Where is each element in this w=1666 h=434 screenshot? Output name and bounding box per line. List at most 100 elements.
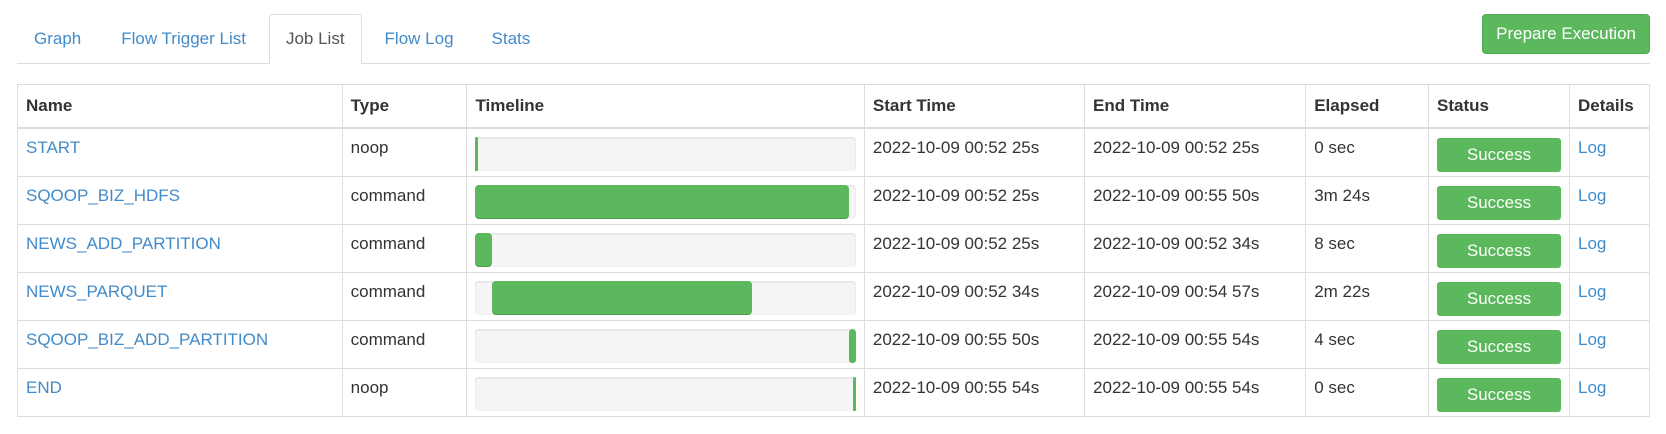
log-link[interactable]: Log (1578, 185, 1607, 205)
log-link[interactable]: Log (1578, 138, 1607, 157)
job-type: command (341, 319, 468, 369)
job-rows: START noop 2022-10-09 00:52 25s 2022-10-… (17, 127, 1650, 417)
end-time: 2022-10-09 00:55 50s (1084, 175, 1307, 225)
elapsed: 4 sec (1305, 319, 1429, 369)
tab-flow-log[interactable]: Flow Log (384, 29, 454, 48)
timeline-cell (466, 127, 865, 177)
job-name-link[interactable]: START (26, 138, 81, 157)
details-cell: Log (1569, 367, 1650, 417)
start-time: 2022-10-09 00:52 25s (863, 223, 1086, 273)
timeline-track (475, 232, 856, 267)
start-time: 2022-10-09 00:52 25s (863, 127, 1086, 177)
job-name-link[interactable]: NEWS_ADD_PARTITION (26, 233, 221, 253)
timeline-bar (475, 137, 479, 171)
job-type: noop (341, 367, 468, 417)
timeline-bar (475, 232, 492, 267)
status-badge: Success (1437, 329, 1561, 364)
elapsed: 3m 24s (1305, 175, 1429, 225)
end-time: 2022-10-09 00:54 57s (1084, 271, 1307, 321)
timeline-bar (491, 280, 753, 315)
job-type: command (341, 271, 468, 321)
end-time: 2022-10-09 00:55 54s (1084, 319, 1307, 369)
header-start-time[interactable]: Start Time (863, 84, 1086, 129)
job-type: noop (341, 127, 468, 177)
tab-graph[interactable]: Graph (34, 29, 82, 48)
status-cell: Success (1428, 271, 1570, 321)
timeline-bar (475, 184, 849, 219)
header-timeline[interactable]: Timeline (466, 84, 865, 129)
timeline-cell (466, 367, 865, 417)
status-badge: Success (1437, 233, 1561, 268)
timeline-track (475, 376, 856, 411)
status-cell: Success (1428, 319, 1570, 369)
header-type[interactable]: Type (341, 84, 468, 129)
log-link[interactable]: Log (1578, 233, 1607, 253)
table-row: SQOOP_BIZ_ADD_PARTITION command 2022-10-… (17, 319, 1650, 369)
timeline-cell (466, 175, 865, 225)
elapsed: 2m 22s (1305, 271, 1429, 321)
elapsed: 0 sec (1305, 367, 1429, 417)
header-status[interactable]: Status (1428, 84, 1570, 129)
details-cell: Log (1569, 175, 1650, 225)
start-time: 2022-10-09 00:55 50s (863, 319, 1086, 369)
end-time: 2022-10-09 00:55 54s (1084, 367, 1307, 417)
tab-job-list[interactable]: Job List (268, 14, 362, 65)
table-row: NEWS_PARQUET command 2022-10-09 00:52 34… (17, 271, 1650, 321)
status-cell: Success (1428, 175, 1570, 225)
job-type: command (341, 175, 468, 225)
timeline-track (475, 280, 856, 315)
job-name-cell: END (17, 367, 343, 417)
start-time: 2022-10-09 00:52 25s (863, 175, 1086, 225)
start-time: 2022-10-09 00:52 34s (863, 271, 1086, 321)
table-row: START noop 2022-10-09 00:52 25s 2022-10-… (17, 127, 1650, 177)
status-cell: Success (1428, 367, 1570, 417)
job-name-link[interactable]: NEWS_PARQUET (26, 281, 168, 301)
header-end-time[interactable]: End Time (1084, 84, 1307, 129)
timeline-track (475, 184, 856, 219)
table-row: END noop 2022-10-09 00:55 54s 2022-10-09… (17, 367, 1650, 417)
timeline-bar (848, 328, 856, 363)
job-name-link[interactable]: END (26, 377, 62, 397)
timeline-track (475, 328, 856, 363)
table-row: NEWS_ADD_PARTITION command 2022-10-09 00… (17, 223, 1650, 273)
log-link[interactable]: Log (1578, 329, 1607, 349)
elapsed: 8 sec (1305, 223, 1429, 273)
header-elapsed[interactable]: Elapsed (1305, 84, 1429, 129)
status-badge: Success (1437, 281, 1561, 316)
job-type: command (341, 223, 468, 273)
status-cell: Success (1428, 127, 1570, 177)
job-name-link[interactable]: SQOOP_BIZ_ADD_PARTITION (26, 329, 269, 349)
header-details[interactable]: Details (1569, 84, 1650, 129)
job-name-cell: NEWS_PARQUET (17, 271, 343, 321)
tab-flow-trigger-list[interactable]: Flow Trigger List (121, 29, 246, 48)
details-cell: Log (1569, 271, 1650, 321)
details-cell: Log (1569, 223, 1650, 273)
job-name-link[interactable]: SQOOP_BIZ_HDFS (26, 185, 180, 205)
elapsed: 0 sec (1305, 127, 1429, 177)
timeline-cell (466, 223, 865, 273)
job-name-cell: SQOOP_BIZ_ADD_PARTITION (17, 319, 343, 369)
end-time: 2022-10-09 00:52 25s (1084, 127, 1307, 177)
header-name[interactable]: Name (17, 84, 343, 129)
header-row: Name Type Timeline Start Time End Time Elapse… (17, 84, 1650, 129)
start-time: 2022-10-09 00:55 54s (863, 367, 1086, 417)
timeline-cell (466, 319, 865, 369)
details-cell: Log (1569, 319, 1650, 369)
tab-stats[interactable]: Stats (491, 29, 531, 48)
status-badge: Success (1437, 377, 1561, 412)
job-name-cell: START (17, 127, 343, 177)
table-row: SQOOP_BIZ_HDFS command 2022-10-09 00:52 … (17, 175, 1650, 225)
status-cell: Success (1428, 223, 1570, 273)
timeline-track (475, 137, 856, 171)
job-name-cell: SQOOP_BIZ_HDFS (17, 175, 343, 225)
details-cell: Log (1569, 127, 1650, 177)
prepare-execution-button[interactable]: Prepare Execution (1482, 14, 1650, 54)
status-badge: Success (1437, 185, 1561, 220)
end-time: 2022-10-09 00:52 34s (1084, 223, 1307, 273)
timeline-bar (852, 376, 856, 411)
job-list-table: Name Type Timeline Start Time End Time Elapse… (17, 84, 1650, 417)
tab-bar: Graph Flow Trigger List Job List Flow Log St… (17, 14, 1650, 65)
log-link[interactable]: Log (1578, 377, 1607, 397)
log-link[interactable]: Log (1578, 281, 1607, 301)
timeline-cell (466, 271, 865, 321)
